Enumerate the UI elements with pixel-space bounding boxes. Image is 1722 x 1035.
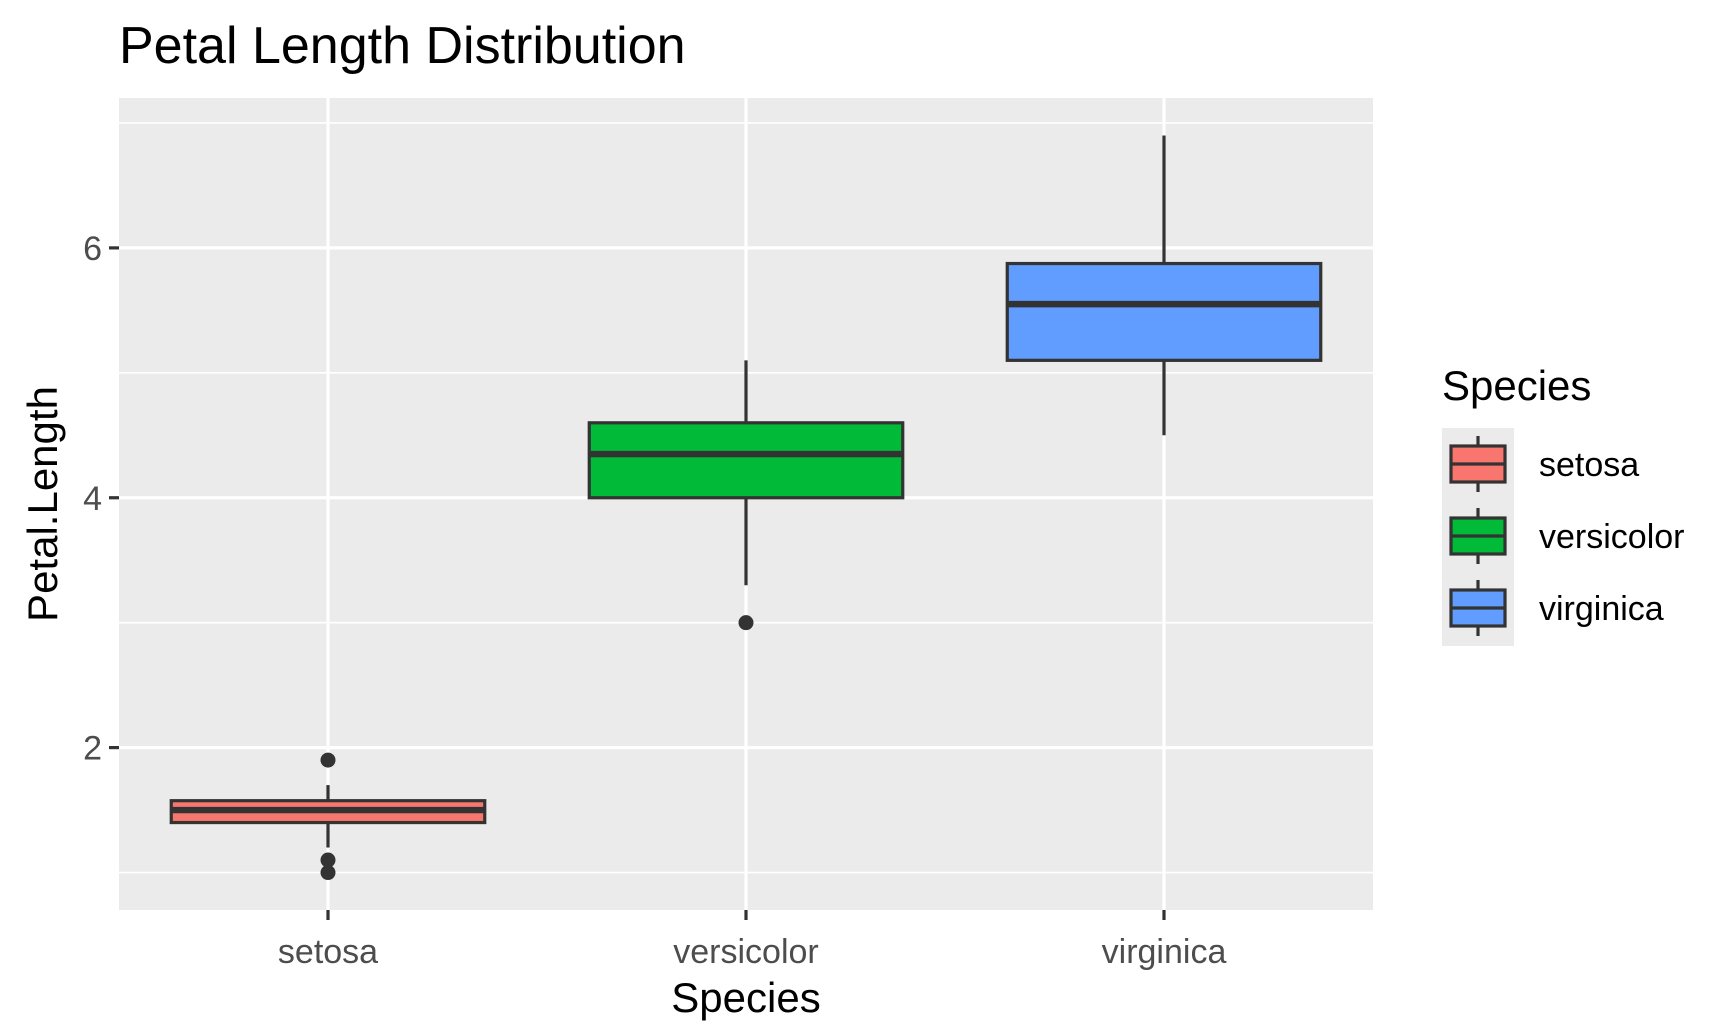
y-axis: 2 4 6 bbox=[83, 230, 119, 768]
legend-item-virginica: virginica bbox=[1449, 580, 1664, 636]
outlier-point bbox=[320, 852, 336, 868]
outlier-point bbox=[320, 865, 336, 881]
x-tick-label: setosa bbox=[278, 933, 378, 971]
box-series bbox=[169, 135, 1323, 881]
x-axis: setosa versicolor virginica bbox=[278, 910, 1227, 971]
box-iqr bbox=[587, 421, 905, 500]
box-setosa bbox=[169, 752, 487, 881]
x-axis-title: Species bbox=[671, 974, 820, 1021]
box-iqr bbox=[1005, 261, 1323, 362]
legend-label: virginica bbox=[1539, 590, 1664, 628]
box-versicolor bbox=[587, 360, 905, 631]
y-tick-label: 6 bbox=[83, 230, 102, 268]
box-virginica bbox=[1005, 135, 1323, 436]
outlier-point bbox=[738, 615, 754, 631]
outlier-point bbox=[320, 752, 336, 768]
chart-title: Petal Length Distribution bbox=[119, 17, 686, 75]
y-axis-title: Petal.Length bbox=[19, 386, 66, 622]
x-tick-label: virginica bbox=[1102, 933, 1227, 971]
legend-items: setosa versicolor virginica bbox=[1449, 436, 1684, 636]
legend-label: versicolor bbox=[1539, 518, 1684, 556]
y-tick-label: 2 bbox=[83, 730, 102, 768]
legend-title: Species bbox=[1442, 362, 1591, 409]
legend-label: setosa bbox=[1539, 446, 1639, 484]
legend: Species setosa versicolor virginica bbox=[1442, 362, 1684, 646]
y-tick-label: 4 bbox=[83, 480, 102, 518]
x-tick-label: versicolor bbox=[673, 933, 818, 971]
legend-item-setosa: setosa bbox=[1449, 436, 1639, 492]
legend-item-versicolor: versicolor bbox=[1449, 508, 1684, 564]
